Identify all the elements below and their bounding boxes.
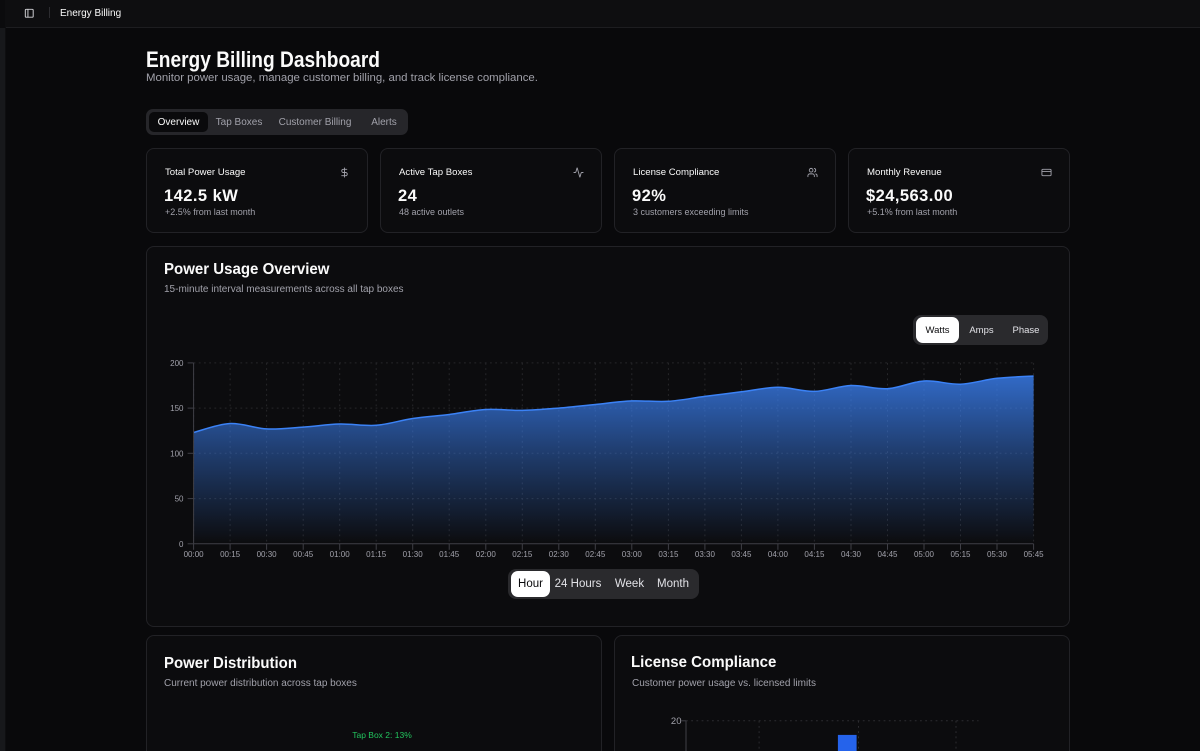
svg-text:00:30: 00:30 xyxy=(257,550,278,559)
svg-text:04:45: 04:45 xyxy=(877,550,898,559)
svg-text:03:45: 03:45 xyxy=(731,550,752,559)
svg-text:04:00: 04:00 xyxy=(768,550,789,559)
svg-text:02:15: 02:15 xyxy=(512,550,533,559)
svg-text:01:00: 01:00 xyxy=(330,550,351,559)
svg-text:0: 0 xyxy=(179,540,184,549)
svg-text:03:00: 03:00 xyxy=(622,550,643,559)
svg-text:05:45: 05:45 xyxy=(1024,550,1045,559)
svg-text:01:45: 01:45 xyxy=(439,550,460,559)
svg-text:01:30: 01:30 xyxy=(403,550,424,559)
svg-text:00:15: 00:15 xyxy=(220,550,241,559)
svg-text:04:15: 04:15 xyxy=(804,550,825,559)
svg-text:03:30: 03:30 xyxy=(695,550,716,559)
svg-text:20: 20 xyxy=(671,716,682,727)
svg-text:01:15: 01:15 xyxy=(366,550,387,559)
svg-text:02:30: 02:30 xyxy=(549,550,570,559)
svg-text:00:00: 00:00 xyxy=(184,550,205,559)
svg-text:100: 100 xyxy=(170,449,184,458)
svg-text:200: 200 xyxy=(170,359,184,368)
svg-text:00:45: 00:45 xyxy=(293,550,314,559)
svg-text:04:30: 04:30 xyxy=(841,550,862,559)
svg-text:02:45: 02:45 xyxy=(585,550,606,559)
svg-text:50: 50 xyxy=(175,495,184,504)
svg-text:05:30: 05:30 xyxy=(987,550,1008,559)
svg-text:05:00: 05:00 xyxy=(914,550,935,559)
svg-text:05:15: 05:15 xyxy=(950,550,971,559)
svg-text:02:00: 02:00 xyxy=(476,550,497,559)
svg-text:03:15: 03:15 xyxy=(658,550,679,559)
svg-text:150: 150 xyxy=(170,404,184,413)
